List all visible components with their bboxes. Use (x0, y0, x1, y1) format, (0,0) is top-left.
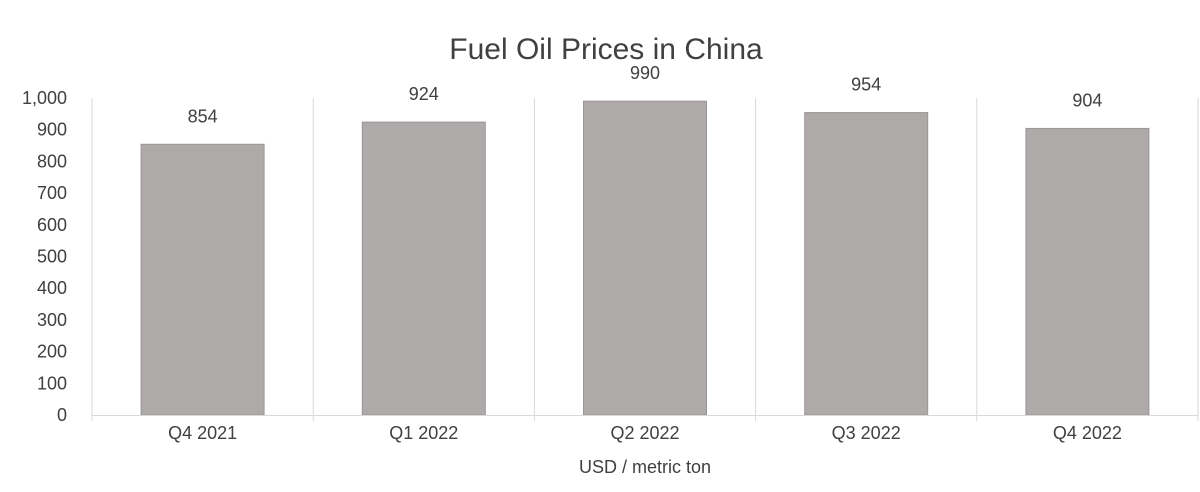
data-label: 904 (1072, 90, 1102, 110)
x-tick-label: Q2 2022 (610, 423, 679, 443)
data-label: 924 (409, 84, 439, 104)
x-tick-label: Q3 2022 (832, 423, 901, 443)
bar-q2-2022 (583, 100, 707, 416)
y-tick-label: 700 (37, 183, 67, 203)
bar-q4-2021 (140, 143, 265, 416)
y-axis-ticks: 0 100 200 300 400 500 600 700 800 900 1,000 (22, 88, 67, 425)
chart-title: Fuel Oil Prices in China (449, 33, 763, 66)
y-tick-label: 900 (37, 120, 67, 140)
y-tick-label: 300 (37, 310, 67, 330)
y-tick-label: 500 (37, 247, 67, 267)
y-tick-label: 100 (37, 373, 67, 393)
x-axis-title: USD / metric ton (579, 457, 711, 477)
data-labels: 854 924 990 954 904 (188, 63, 1103, 126)
bar-q1-2022 (361, 121, 486, 416)
data-label: 854 (188, 106, 218, 126)
x-tick-label: Q1 2022 (389, 423, 458, 443)
x-tick-label: Q4 2022 (1053, 423, 1122, 443)
category-separators (91, 98, 1199, 421)
y-tick-label: 200 (37, 342, 67, 362)
bar-q4-2022 (1025, 127, 1150, 416)
x-axis-ticks: Q4 2021 Q1 2022 Q2 2022 Q3 2022 Q4 2022 (168, 423, 1122, 443)
y-tick-label: 600 (37, 215, 67, 235)
bars (140, 100, 1150, 416)
x-tick-label: Q4 2021 (168, 423, 237, 443)
data-label: 954 (851, 75, 881, 95)
y-tick-label: 1,000 (22, 88, 67, 108)
bar-q3-2022 (804, 112, 929, 416)
y-tick-label: 400 (37, 278, 67, 298)
data-label: 990 (630, 63, 660, 83)
y-tick-label: 800 (37, 151, 67, 171)
y-tick-label: 0 (57, 405, 67, 425)
